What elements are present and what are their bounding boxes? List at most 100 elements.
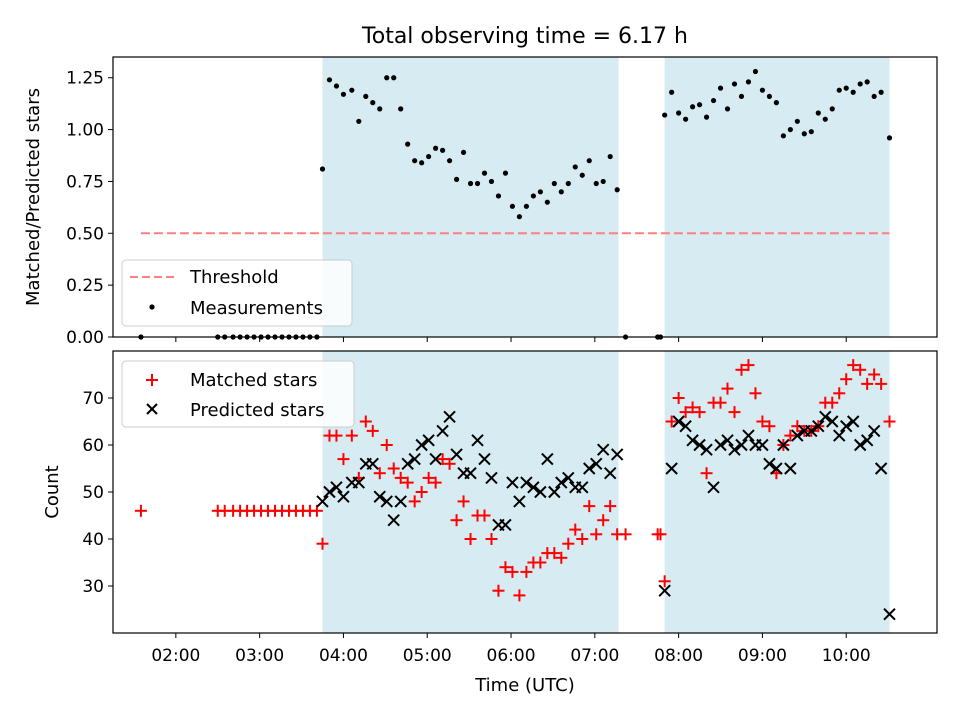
top-y-tick-label: 1.25 [66, 69, 104, 89]
predicted-point [686, 434, 699, 447]
measurement-point [731, 81, 738, 87]
matched-point [534, 556, 547, 569]
top-y-tick-label: 1.00 [66, 121, 104, 141]
predicted-point [756, 438, 769, 452]
measurement-point [474, 180, 481, 187]
predicted-point [853, 438, 867, 452]
bottom-legend: Matched stars Predicted stars [121, 360, 355, 428]
predicted-marker-b [679, 419, 692, 433]
measurement-point [481, 170, 488, 176]
predicted-point [693, 438, 706, 452]
matched-point [721, 382, 734, 395]
measurement-point [614, 187, 620, 193]
predicted-marker-b [520, 476, 533, 489]
matched-point [492, 584, 505, 597]
predicted-point [401, 457, 414, 471]
matched-point [679, 406, 692, 419]
predicted-marker-b [555, 476, 568, 489]
predicted-marker-b [874, 462, 888, 475]
measurement-point [572, 164, 578, 170]
predicted-point [422, 434, 435, 447]
predicted-point [527, 481, 540, 494]
measurement-point [460, 149, 467, 156]
predicted-point [721, 434, 734, 447]
bottom-x-tick-label: 10:00 [822, 646, 871, 666]
predicted-marker-b [478, 452, 491, 466]
bottom-y-tick-label: 60 [82, 436, 104, 456]
predicted-point [352, 476, 366, 489]
predicted-point [429, 452, 442, 466]
matched-point [429, 476, 442, 489]
matched-point [686, 401, 699, 414]
predicted-marker-b [373, 490, 386, 503]
top-y-tick-label: 0.00 [66, 328, 104, 348]
matched-point [387, 462, 400, 475]
predicted-marker-b [316, 495, 329, 508]
predicted-marker-b [464, 466, 477, 480]
measurement-point [412, 158, 418, 164]
predicted-marker-b [791, 429, 804, 442]
measurement-point [745, 79, 752, 85]
predicted-point [784, 462, 797, 475]
measurement-point [717, 85, 724, 91]
predicted-marker-b [665, 462, 678, 475]
predicted-point [555, 476, 568, 489]
matched-point [833, 387, 846, 400]
measurement-point [537, 189, 543, 195]
measurement-point [495, 193, 502, 199]
x-axis-label: Time (UTC) [474, 675, 575, 696]
measurement-point [579, 172, 585, 178]
predicted-point [610, 448, 624, 461]
predicted-points [316, 410, 896, 621]
measurement-point [433, 145, 439, 151]
predicted-marker-b [436, 424, 449, 438]
predicted-point [833, 429, 846, 442]
measurement-point [349, 87, 355, 93]
matched-point [749, 387, 762, 400]
matched-point [562, 537, 575, 550]
predicted-point [450, 448, 463, 461]
measurement-point [446, 158, 453, 164]
predicted-point [770, 462, 783, 475]
matched-point [345, 429, 358, 442]
predicted-marker-b [401, 457, 414, 471]
predicted-point [874, 462, 888, 475]
predicted-marker-b [728, 443, 741, 456]
predicted-marker-b [590, 457, 603, 471]
matched-point [875, 377, 888, 390]
predicted-point [665, 462, 678, 475]
matched-point [380, 439, 393, 451]
matched-point [316, 537, 329, 550]
matched-point [597, 514, 610, 527]
predicted-point [373, 490, 386, 503]
predicted-point [860, 434, 874, 447]
measurement-point [384, 75, 390, 81]
predicted-point [323, 485, 336, 499]
predicted-point [520, 476, 533, 489]
matched-point [868, 368, 881, 381]
measurement-point [822, 116, 828, 122]
measurement-point [836, 87, 842, 93]
top-y-tick-label: 0.25 [66, 276, 104, 296]
measurement-point [857, 81, 863, 87]
matched-point [763, 420, 776, 433]
predicted-point [513, 495, 526, 508]
matched-point [654, 528, 667, 541]
matched-point [464, 533, 477, 545]
measurement-point [843, 85, 849, 91]
predicted-point [672, 415, 685, 428]
predicted-point [541, 452, 554, 466]
predicted-marker-b [415, 438, 428, 452]
bottom-ylabel: Count [42, 465, 63, 518]
predicted-marker-b [443, 410, 456, 424]
predicted-marker-b [700, 443, 713, 456]
matched-point [478, 509, 491, 522]
predicted-point [464, 466, 477, 480]
predicted-point [408, 452, 421, 466]
matched-point [714, 396, 727, 409]
predicted-marker-b [387, 513, 400, 527]
matched-point [583, 500, 596, 513]
measurement-point [864, 79, 870, 85]
matched-point [457, 495, 470, 508]
